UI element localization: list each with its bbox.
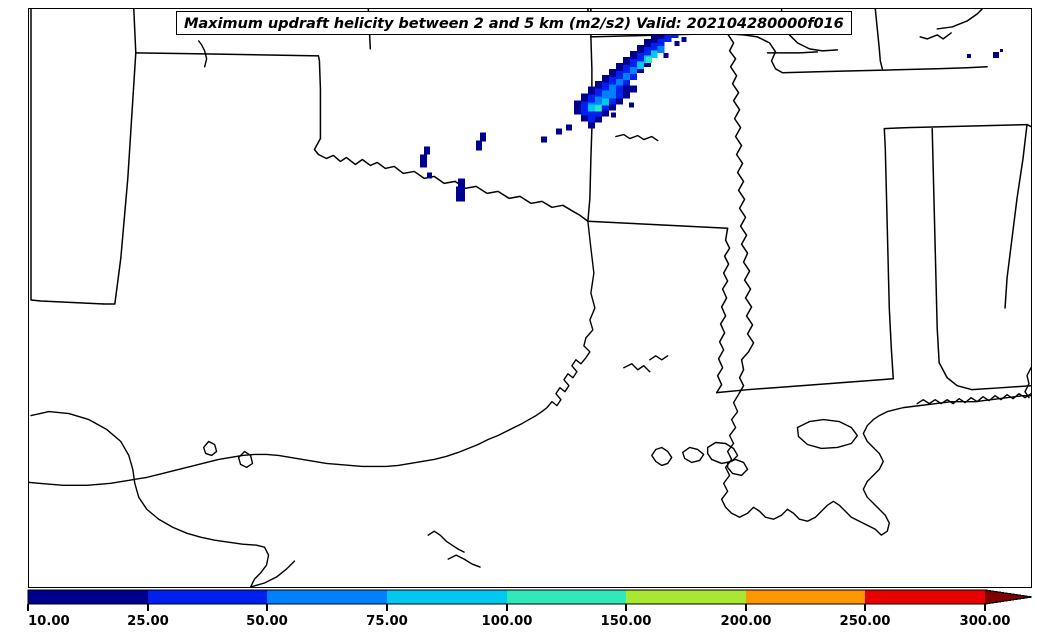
colorbar-tick-label: 300.00 xyxy=(960,614,1011,629)
boundary-mississippi-east xyxy=(883,127,895,380)
colorbar-svg: 10.00 25.00 50.00 75.00 100.00 150.00 20… xyxy=(27,589,1033,629)
boundary-appalachian-detail xyxy=(919,32,952,40)
boundary-oklahoma-panhandle-south xyxy=(135,52,320,57)
boundary-mississippi-river xyxy=(726,33,755,394)
coast-florida-panhandle xyxy=(916,392,1031,405)
boundary-tennessee-south xyxy=(883,123,1028,130)
coast-louisiana-delta xyxy=(720,391,1031,536)
coast-lake-a xyxy=(651,446,673,467)
colorbar-segment-10-25 xyxy=(28,590,148,604)
colorbar-segment-250-300 xyxy=(865,590,985,604)
updraft-helicity-data-layer xyxy=(420,22,1004,202)
coast-lake-c xyxy=(706,441,739,465)
colorbar-tick-label: 150.00 xyxy=(601,614,652,629)
boundary-tennessee-north xyxy=(781,66,988,74)
colorbar-segment-200-250 xyxy=(746,590,865,604)
plume-detached-specks xyxy=(540,36,687,143)
chart-title-text: Maximum updraft helicity between 2 and 5… xyxy=(184,14,844,32)
boundary-south-carolina-west xyxy=(1004,123,1028,309)
chart-title-box: Maximum updraft helicity between 2 and 5… xyxy=(176,11,852,35)
river-small-a xyxy=(649,355,669,361)
colorbar[interactable]: 10.00 25.00 50.00 75.00 100.00 150.00 20… xyxy=(0,588,1037,633)
coast-rio-grande xyxy=(30,410,270,587)
colorbar-tick-label: 25.00 xyxy=(127,614,169,629)
boundary-alabama-east xyxy=(931,127,940,364)
colorbar-segment-75-100 xyxy=(387,590,507,604)
boundary-new-mexico-south xyxy=(30,9,105,305)
colorbar-tick-label: 10.00 xyxy=(28,614,70,629)
colorbar-tick-label: 50.00 xyxy=(246,614,288,629)
coast-lake-d xyxy=(726,458,749,477)
coast-barrier-island-a xyxy=(427,530,465,553)
colorbar-segment-100-150 xyxy=(507,590,626,604)
boundary-louisiana-east xyxy=(715,227,731,394)
coast-barrier-island-b xyxy=(447,554,481,568)
colorbar-ticks xyxy=(27,604,986,611)
colorbar-segment-25-50 xyxy=(148,590,267,604)
colorbar-segments xyxy=(28,590,1032,604)
river-arkansas-detail xyxy=(615,133,659,142)
coast-lake-pontchartrain xyxy=(796,418,859,450)
coast-florida-east-edge xyxy=(1024,367,1031,399)
colorbar-tick-label: 75.00 xyxy=(366,614,408,629)
cells-north-texas xyxy=(420,132,487,202)
coast-texas-main xyxy=(29,220,596,487)
boundary-texas-panhandle-west xyxy=(103,9,137,305)
boundary-oklahoma-west xyxy=(317,55,322,140)
colorbar-tick-label: 100.00 xyxy=(482,614,533,629)
colorbar-tick-label: 200.00 xyxy=(721,614,772,629)
boundary-tennessee-notch xyxy=(766,51,819,54)
boundary-virginia-southwest xyxy=(936,9,983,30)
colorbar-extend-max-arrow xyxy=(985,590,1032,604)
coast-rio-grande-mouth xyxy=(249,560,296,587)
colorbar-outline xyxy=(27,589,1033,605)
boundary-kentucky-west xyxy=(726,33,784,74)
cells-georgia xyxy=(967,48,1004,58)
colorbar-tick-labels: 10.00 25.00 50.00 75.00 100.00 150.00 20… xyxy=(28,614,1010,629)
boundary-florida-north xyxy=(971,384,1031,391)
colorbar-segment-150-200 xyxy=(626,590,746,604)
map-axes[interactable] xyxy=(28,8,1032,588)
coast-lake-b xyxy=(681,446,705,464)
river-small-b xyxy=(623,363,651,373)
colorbar-tick-label: 250.00 xyxy=(840,614,891,629)
boundary-arkansas-south xyxy=(587,220,729,229)
lake-texas-b xyxy=(202,440,218,457)
map-geography-layer xyxy=(29,9,1031,587)
plume-primary xyxy=(573,22,686,129)
lake-texas-a xyxy=(237,450,254,469)
boundary-louisiana-north-east xyxy=(715,377,895,394)
river-texas-panhandle xyxy=(197,40,208,68)
boundary-alabama-southeast xyxy=(938,362,973,391)
boundary-indiana-west xyxy=(874,9,884,70)
colorbar-segment-50-75 xyxy=(267,590,387,604)
gulf-coastline xyxy=(29,40,1031,587)
